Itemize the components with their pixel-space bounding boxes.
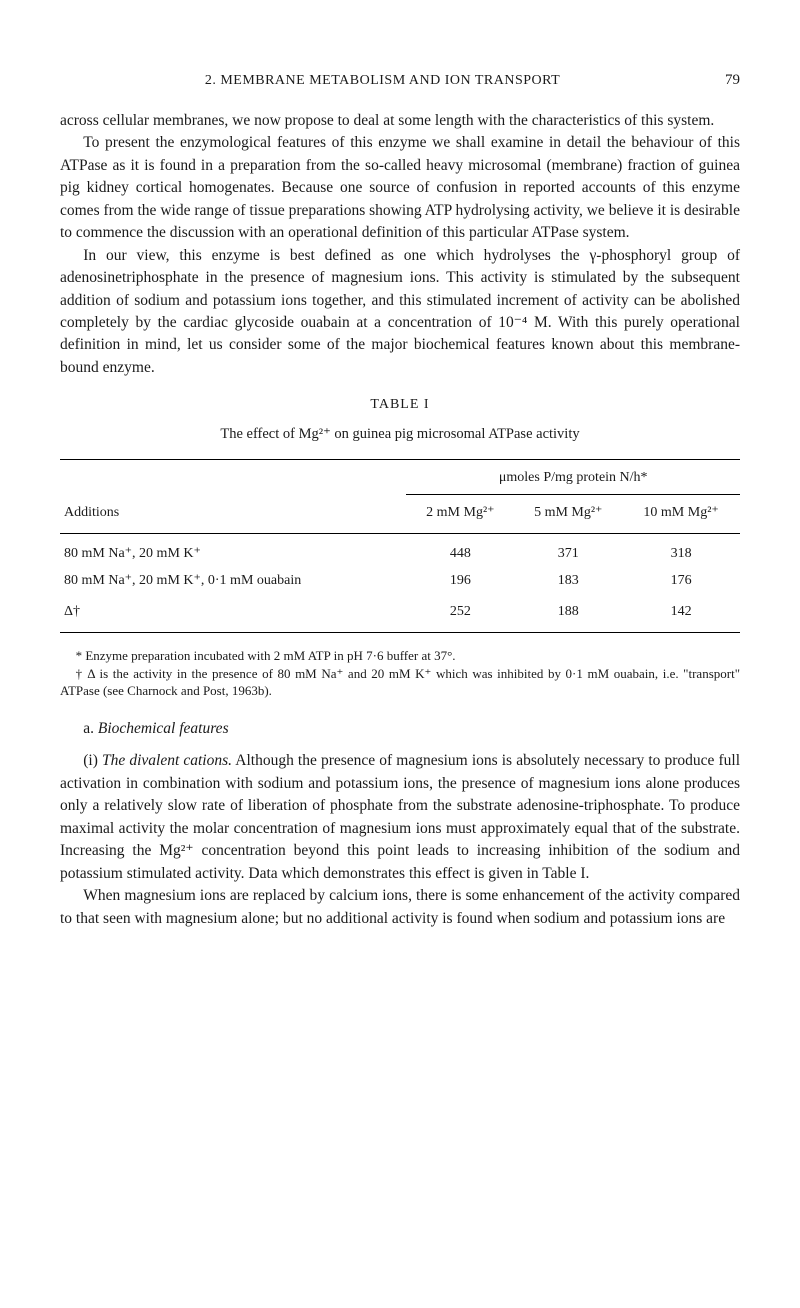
cell: Δ†	[60, 594, 406, 633]
cell: 142	[622, 594, 740, 633]
section-label: a.	[83, 720, 94, 737]
section-heading-text: Biochemical features	[98, 720, 229, 737]
footnote-1: * Enzyme preparation incubated with 2 mM…	[60, 647, 740, 665]
paragraph-4: (i) The divalent cations. Although the p…	[60, 750, 740, 885]
section-heading: a. Biochemical features	[60, 718, 740, 740]
header-title: 2. MEMBRANE METABOLISM AND ION TRANSPORT	[60, 71, 705, 91]
cell: 252	[406, 594, 514, 633]
cell: 196	[406, 568, 514, 594]
table-row: 80 mM Na⁺, 20 mM K⁺ 448 371 318	[60, 534, 740, 568]
col-header-2: 5 mM Mg²⁺	[514, 494, 622, 533]
italic-lead: The divalent cations.	[102, 752, 232, 769]
col-header-3: 10 mM Mg²⁺	[622, 494, 740, 533]
running-header: 2. MEMBRANE METABOLISM AND ION TRANSPORT…	[60, 70, 740, 92]
item-label: (i)	[83, 752, 98, 769]
paragraph-2: To present the enzymological features of…	[60, 132, 740, 244]
col-header-1: 2 mM Mg²⁺	[406, 494, 514, 533]
cell: 80 mM Na⁺, 20 mM K⁺	[60, 534, 406, 568]
paragraph-1: across cellular membranes, we now propos…	[60, 110, 740, 132]
cell: 183	[514, 568, 622, 594]
paragraph-4-rest: Although the presence of magnesium ions …	[60, 752, 740, 881]
table-label: TABLE I	[60, 395, 740, 415]
table-row: 80 mM Na⁺, 20 mM K⁺, 0·1 mM ouabain 196 …	[60, 568, 740, 594]
table-blank-header	[60, 459, 406, 494]
table-row: Δ† 252 188 142	[60, 594, 740, 633]
table-super-header: μmoles P/mg protein N/h*	[60, 459, 740, 494]
page-number: 79	[725, 70, 740, 92]
cell: 448	[406, 534, 514, 568]
cell: 188	[514, 594, 622, 633]
cell: 318	[622, 534, 740, 568]
footnote-2: † Δ is the activity in the presence of 8…	[60, 665, 740, 700]
col-header-0: Additions	[60, 494, 406, 533]
table-column-headers: Additions 2 mM Mg²⁺ 5 mM Mg²⁺ 10 mM Mg²⁺	[60, 494, 740, 533]
cell: 80 mM Na⁺, 20 mM K⁺, 0·1 mM ouabain	[60, 568, 406, 594]
cell: 371	[514, 534, 622, 568]
table-caption: The effect of Mg²⁺ on guinea pig microso…	[60, 424, 740, 445]
paragraph-5: When magnesium ions are replaced by calc…	[60, 885, 740, 930]
cell: 176	[622, 568, 740, 594]
paragraph-3: In our view, this enzyme is best defined…	[60, 245, 740, 380]
table-super-header-text: μmoles P/mg protein N/h*	[406, 459, 740, 494]
table-footnotes: * Enzyme preparation incubated with 2 mM…	[60, 647, 740, 700]
data-table: μmoles P/mg protein N/h* Additions 2 mM …	[60, 459, 740, 633]
